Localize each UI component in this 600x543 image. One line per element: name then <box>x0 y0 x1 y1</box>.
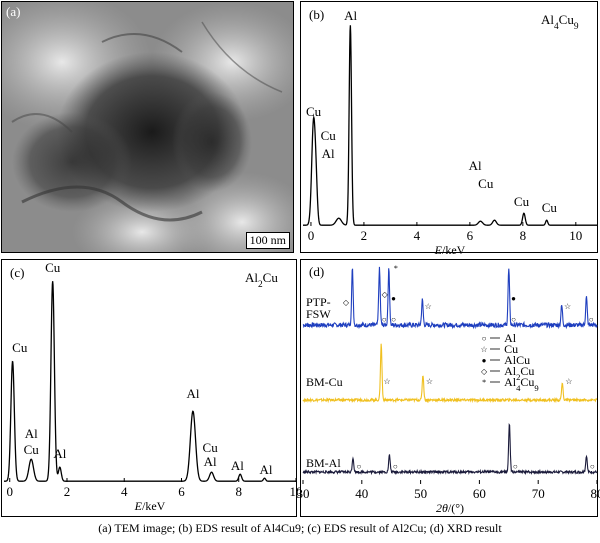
eds-b-tick-label: 10 <box>569 228 582 243</box>
eds-b-tick-label: 6 <box>467 228 474 243</box>
eds-c-tick-label: 6 <box>178 484 185 499</box>
xrd-legend-symbol: ☆ <box>481 345 488 354</box>
eds-al4cu9-panel: 0 2 4 6 8 10 E/keV Al Cu Cu Al Al Cu Cu Cu (b) Al4Cu9 <box>300 1 598 257</box>
eds-b-x-label: E/keV <box>434 243 466 257</box>
panel-a-label: (a) <box>6 4 21 19</box>
xrd-tick-label: 50 <box>414 486 427 501</box>
xrd-panel: PTP- FSW ◇ ◇ * ● ○ ○ ☆ ● ○ ☆ ○ BM-Cu ☆ ☆ ☆ BM-Al ○ ○ ○ ○ ○ Al ☆ C… <box>297 259 600 517</box>
xrd-legend-symbol: ○ <box>482 334 487 343</box>
eds-al4cu9-chart: 0 2 4 6 8 10 E/keV Al Cu Cu Al Al Cu Cu Cu (b) Al4Cu9 <box>303 7 597 257</box>
eds-c-peak-label: Al <box>259 462 272 477</box>
xrd-pattern-line <box>302 266 598 330</box>
eds-b-tick-label: 8 <box>520 228 527 243</box>
eds-c-tick-label: 4 <box>121 484 128 499</box>
scale-bar: 100 nm <box>245 232 290 249</box>
xrd-legend-symbol: * <box>482 378 486 387</box>
xrd-phase-marker: ☆ <box>383 377 390 386</box>
xrd-legend-label: AlCu <box>504 353 530 367</box>
xrd-phase-marker: ○ <box>589 315 594 324</box>
eds-c-panel-label: (c) <box>10 265 24 280</box>
xrd-phase-marker: ● <box>391 294 396 303</box>
xrd-phase-marker: ○ <box>391 315 396 324</box>
xrd-phase-marker: ☆ <box>426 377 433 386</box>
eds-b-tick-label: 2 <box>361 228 368 243</box>
xrd-phase-marker: ● <box>511 294 516 303</box>
eds-b-spectrum-line <box>303 25 597 226</box>
xrd-tick-label: 30 <box>297 486 310 501</box>
xrd-tick-label: 80 <box>591 486 600 501</box>
xrd-pattern-line <box>302 423 598 476</box>
eds-b-peak-label: Cu <box>478 176 494 191</box>
eds-b-phase-title: Al4Cu9 <box>541 12 579 32</box>
xrd-phase-marker: ○ <box>513 462 518 471</box>
eds-c-peak-label: Al <box>53 446 66 461</box>
tem-micrograph <box>2 2 293 252</box>
xrd-tick-label: 40 <box>355 486 368 501</box>
eds-c-peak-label: Cu <box>24 442 40 457</box>
xrd-legend-label: Cu <box>504 342 518 356</box>
eds-c-x-label: E/keV <box>134 499 166 513</box>
eds-c-peak-label: Al <box>186 386 199 401</box>
xrd-phase-marker: ☆ <box>565 377 572 386</box>
figure-caption: (a) TEM image; (b) EDS result of Al4Cu9;… <box>98 521 502 535</box>
eds-c-peak-label: Cu <box>45 260 61 275</box>
xrd-legend-symbol: ● <box>482 356 487 365</box>
eds-b-peak-label: Al <box>469 158 482 173</box>
eds-b-panel-label: (b) <box>309 7 324 22</box>
eds-c-peak-label: Cu <box>203 440 219 455</box>
tem-image-panel: (a) 100 nm <box>1 1 294 253</box>
eds-b-tick-label: 0 <box>308 228 315 243</box>
xrd-pattern-line <box>302 343 598 404</box>
xrd-legend-label: Al2Cu <box>504 364 534 382</box>
xrd-legend-label: Al4Cu9 <box>504 375 539 393</box>
xrd-series-label: PTP- <box>306 295 331 309</box>
xrd-series-label: BM-Al <box>306 456 341 470</box>
xrd-phase-marker: ◇ <box>343 298 350 307</box>
eds-c-peak-label: Al <box>25 426 38 441</box>
xrd-x-label: 2θ/(°) <box>436 501 464 515</box>
xrd-phase-marker: ○ <box>590 462 595 471</box>
eds-al2cu-panel: 0 2 4 6 8 10 E/keV Cu Cu Al Cu Al Al Cu Al Al Al (c) Al2Cu <box>1 259 303 517</box>
xrd-series-label: BM-Cu <box>306 375 343 389</box>
eds-b-peak-label: Cu <box>306 104 322 119</box>
xrd-tick-label: 60 <box>473 486 486 501</box>
xrd-phase-marker: ◇ <box>382 290 389 299</box>
xrd-tick-label: 70 <box>532 486 545 501</box>
eds-c-tick-label: 2 <box>64 484 71 499</box>
xrd-phase-marker: ○ <box>382 315 387 324</box>
eds-b-peak-label: Cu <box>542 200 558 215</box>
eds-b-peak-label: Cu <box>321 128 337 143</box>
eds-b-peak-label: Al <box>344 8 357 23</box>
xrd-phase-marker: ○ <box>511 315 516 324</box>
xrd-panel-label: (d) <box>309 264 324 279</box>
eds-b-peak-label: Cu <box>514 194 530 209</box>
eds-c-peak-label: Al <box>204 454 217 469</box>
eds-c-peak-label: Cu <box>12 340 28 355</box>
xrd-legend-symbol: ◇ <box>481 367 488 376</box>
xrd-chart: PTP-FSW ◇ ◇ * ● ○ ○ ☆ ● ○ ☆ ○ BM-Cu ☆ ☆ ☆ BM-Al ○ ○ ○ ○ ○ Al ☆ C… <box>297 264 600 515</box>
xrd-phase-marker: * <box>394 264 398 273</box>
xrd-phase-marker: ☆ <box>564 302 571 311</box>
eds-b-tick-label: 4 <box>414 228 421 243</box>
xrd-series-label: FSW <box>306 307 331 321</box>
eds-b-peak-label: Al <box>322 146 335 161</box>
xrd-phase-marker: ☆ <box>425 302 432 311</box>
xrd-phase-marker: ○ <box>356 462 361 471</box>
eds-c-spectrum-line <box>4 281 296 482</box>
eds-c-phase-title: Al2Cu <box>245 270 278 290</box>
eds-c-tick-label: 8 <box>235 484 242 499</box>
xrd-phase-marker: ○ <box>393 462 398 471</box>
eds-c-tick-label: 0 <box>6 484 13 499</box>
eds-c-tick-label: 10 <box>290 484 303 499</box>
eds-c-peak-label: Al <box>231 458 244 473</box>
xrd-legend-label: Al <box>504 331 517 345</box>
